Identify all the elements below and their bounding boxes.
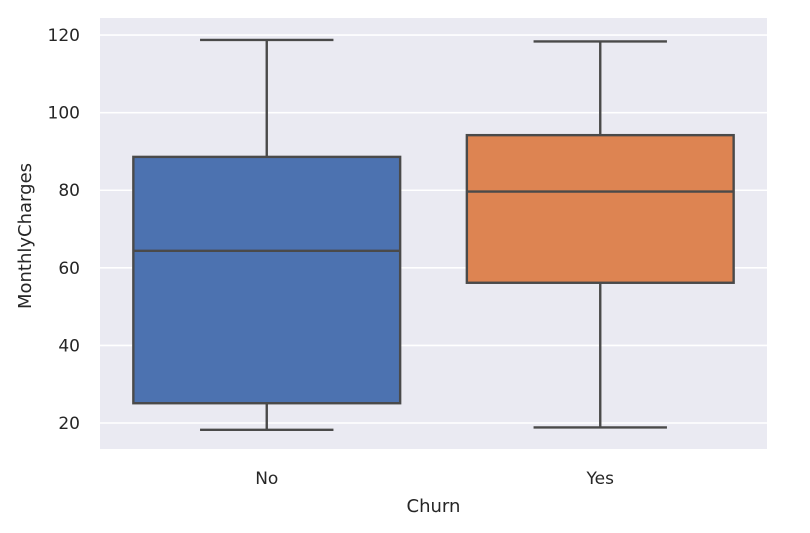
y-axis-label: MonthlyCharges <box>15 163 36 309</box>
y-tick-label: 100 <box>48 104 80 124</box>
iqr-box <box>465 133 735 284</box>
boxes-group <box>132 38 735 431</box>
x-axis-label: Churn <box>407 496 461 517</box>
y-tick-label: 60 <box>58 259 80 279</box>
y-tick-labels: 20 40 60 80 100 120 <box>48 26 80 434</box>
x-tick-label: No <box>255 469 278 489</box>
box-yes <box>465 40 735 429</box>
iqr-box <box>132 155 402 405</box>
y-tick-label: 120 <box>48 26 80 46</box>
box-no <box>132 38 402 431</box>
x-tick-labels: No Yes <box>255 469 614 489</box>
y-tick-label: 40 <box>58 336 80 356</box>
x-tick-label: Yes <box>586 469 615 489</box>
y-tick-label: 80 <box>58 181 80 201</box>
y-tick-label: 20 <box>58 414 80 434</box>
